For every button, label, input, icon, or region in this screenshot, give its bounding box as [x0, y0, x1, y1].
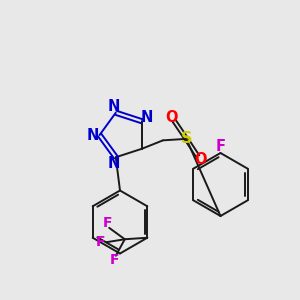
Text: N: N — [141, 110, 154, 125]
Text: N: N — [107, 99, 120, 114]
Text: F: F — [103, 216, 112, 230]
Text: S: S — [181, 131, 192, 146]
Text: O: O — [194, 152, 206, 167]
Text: O: O — [165, 110, 178, 125]
Text: F: F — [96, 235, 106, 249]
Text: F: F — [110, 253, 119, 267]
Text: N: N — [107, 156, 120, 171]
Text: N: N — [87, 128, 99, 142]
Text: F: F — [215, 140, 226, 154]
